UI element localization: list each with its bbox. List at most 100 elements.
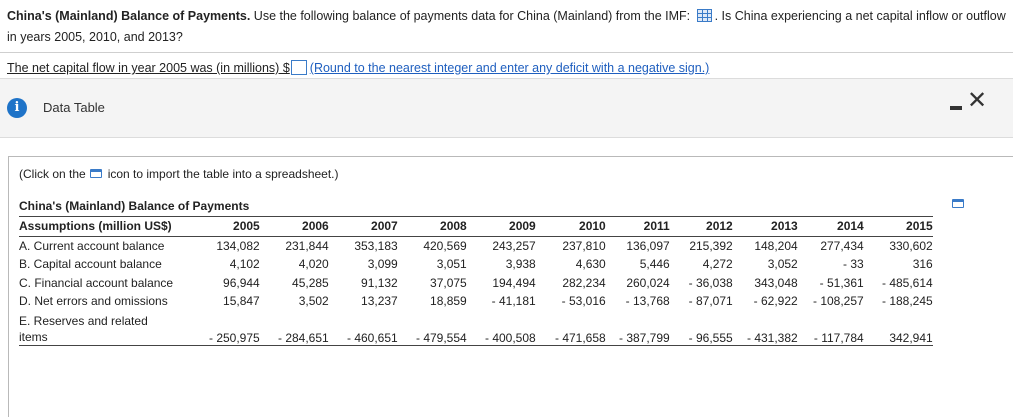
table-cell: - 13,768	[625, 294, 670, 309]
row-label: E. Reserves and related items	[19, 310, 209, 346]
year-header: 2008	[397, 216, 467, 237]
table-cell: 134,082	[216, 238, 260, 253]
data-table-header: i Data Table ✕	[0, 78, 1013, 138]
table-cell: 3,051	[436, 257, 467, 272]
table-cell: - 53,016	[561, 294, 606, 309]
table-row: B. Capital account balance 4,102 4,020 3,09…	[19, 255, 933, 274]
table-cell: - 479,554	[397, 310, 467, 346]
year-header: 2013	[732, 216, 798, 237]
table-cell: - 62,922	[753, 294, 798, 309]
question-lead: China's (Mainland) Balance of Payments.	[7, 9, 251, 23]
table-cell: 3,099	[367, 257, 398, 272]
table-cell: - 33	[843, 257, 864, 272]
row-label: C. Financial account balance	[19, 275, 174, 290]
question-text: China's (Mainland) Balance of Payments. …	[7, 6, 1007, 48]
year-header: 2005	[209, 216, 260, 237]
minimize-icon[interactable]	[950, 106, 962, 110]
table-cell: - 431,382	[732, 310, 798, 346]
table-cell: - 471,658	[535, 310, 606, 346]
header-label: Assumptions (million US$)	[19, 216, 209, 237]
table-cell: 96,944	[223, 275, 260, 290]
year-header: 2009	[466, 216, 536, 237]
year-header: 2012	[669, 216, 733, 237]
import-note-after: icon to import the table into a spreadsh…	[107, 167, 339, 181]
table-cell: 3,938	[505, 257, 536, 272]
table-cell: 420,569	[423, 238, 467, 253]
table-cell: - 108,257	[813, 294, 864, 309]
table-cell: - 387,799	[605, 310, 670, 346]
table-cell: 3,502	[298, 294, 329, 309]
year-header: 2011	[605, 216, 670, 237]
table-cell: 45,285	[292, 275, 329, 290]
table-cell: - 51,361	[819, 275, 864, 290]
data-table-panel: (Click on the icon to import the table in…	[8, 156, 1013, 417]
data-table-grid-icon[interactable]	[696, 9, 712, 22]
answer-hint: (Round to the nearest integer and enter …	[309, 61, 710, 75]
year-header: 2006	[259, 216, 329, 237]
table-cell: 342,941	[863, 310, 933, 346]
answer-line: The net capital flow in year 2005 was (i…	[7, 60, 709, 75]
table-cell: 91,132	[361, 275, 398, 290]
question-body: Use the following balance of payments da…	[250, 9, 694, 23]
row-label: A. Current account balance	[19, 238, 165, 253]
table-cell: 231,844	[285, 238, 329, 253]
table-cell: - 117,784	[797, 310, 864, 346]
table-cell: 136,097	[626, 238, 670, 253]
table-cell: - 36,038	[688, 275, 733, 290]
table-cell: 277,434	[820, 238, 864, 253]
spreadsheet-icon	[89, 169, 102, 178]
year-header: 2007	[328, 216, 398, 237]
table-cell: - 250,975	[209, 310, 260, 346]
table-cell: - 460,651	[328, 310, 398, 346]
import-note: (Click on the icon to import the table in…	[19, 167, 339, 181]
table-cell: 330,602	[889, 238, 933, 253]
table-cell: - 400,508	[466, 310, 536, 346]
table-cell: 237,810	[562, 238, 606, 253]
table-cell: 194,494	[492, 275, 536, 290]
table-cell: - 284,651	[259, 310, 329, 346]
year-header: 2010	[535, 216, 606, 237]
year-header: 2014	[797, 216, 864, 237]
table-cell: 260,024	[626, 275, 670, 290]
table-row: C. Financial account balance 96,944 45,285…	[19, 274, 933, 293]
table-cell: - 188,245	[882, 294, 933, 309]
info-icon: i	[7, 98, 27, 118]
row-label-line: items	[19, 329, 48, 344]
table-cell: 15,847	[223, 294, 260, 309]
answer-input[interactable]	[290, 60, 307, 75]
row-label: B. Capital account balance	[19, 257, 162, 272]
table-header-row: Assumptions (million US$) 2005 2006 2007 20…	[19, 216, 933, 237]
table-row: D. Net errors and omissions 15,847 3,502 13…	[19, 292, 933, 311]
table-cell: 215,392	[689, 238, 733, 253]
table-row: A. Current account balance 134,082 231,844…	[19, 236, 933, 255]
table-cell: 4,272	[702, 257, 733, 272]
balance-of-payments-table: Assumptions (million US$) 2005 2006 2007 20…	[19, 216, 933, 346]
close-icon[interactable]: ✕	[966, 87, 988, 114]
import-note-before: (Click on the	[19, 167, 86, 181]
table-cell: 316	[912, 257, 933, 272]
table-cell: - 41,181	[491, 294, 536, 309]
table-cell: 343,048	[754, 275, 798, 290]
table-row: E. Reserves and related items - 250,975- 2…	[19, 310, 933, 346]
answer-prefix: The net capital flow in year 2005 was (i…	[7, 61, 290, 75]
table-cell: 148,204	[754, 238, 798, 253]
table-cell: 37,075	[430, 275, 467, 290]
table-title: China's (Mainland) Balance of Payments	[19, 199, 250, 213]
import-spreadsheet-icon[interactable]	[952, 199, 964, 208]
table-cell: 13,237	[361, 294, 398, 309]
table-cell: - 87,071	[688, 294, 733, 309]
panel-title: Data Table	[43, 100, 105, 115]
table-cell: 18,859	[430, 294, 467, 309]
divider	[0, 52, 1013, 53]
table-cell: 4,020	[298, 257, 329, 272]
table-cell: 243,257	[492, 238, 536, 253]
table-cell: 4,102	[229, 257, 260, 272]
question-body-end: . Is China experiencing a net capital in…	[7, 9, 1006, 44]
table-cell: - 485,614	[882, 275, 933, 290]
row-label: D. Net errors and omissions	[19, 294, 168, 309]
table-cell: - 96,555	[669, 310, 733, 346]
table-cell: 282,234	[562, 275, 606, 290]
table-cell: 5,446	[639, 257, 670, 272]
table-cell: 3,052	[767, 257, 798, 272]
table-cell: 4,630	[575, 257, 606, 272]
